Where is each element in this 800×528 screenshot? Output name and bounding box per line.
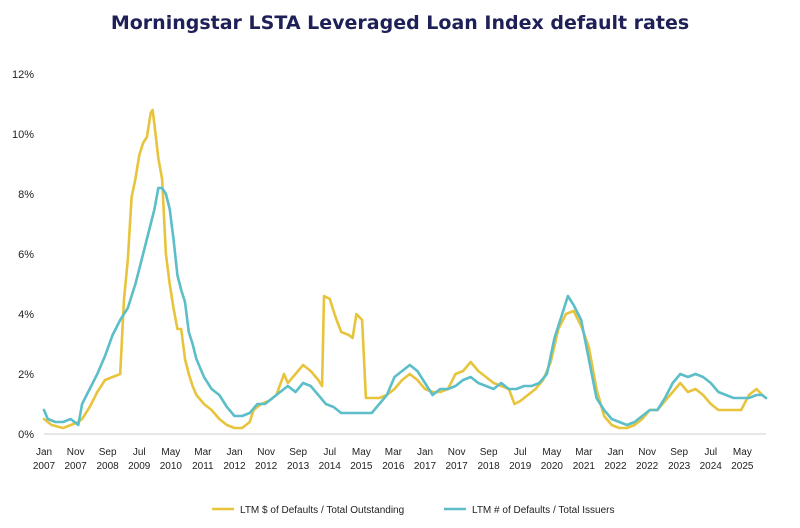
x-tick-month: Jan [417, 447, 433, 458]
x-tick-year: 2011 [192, 461, 214, 472]
y-tick-label: 12% [12, 69, 34, 81]
y-tick-label: 0% [18, 429, 34, 441]
x-tick-month: Mar [385, 447, 403, 458]
x-tick-year: 2015 [350, 461, 373, 472]
y-tick-label: 6% [18, 249, 34, 261]
x-tick-year: 2023 [668, 461, 691, 472]
x-tick-month: Jan [36, 447, 52, 458]
x-tick-month: Sep [289, 447, 307, 458]
x-tick-month: Nov [448, 447, 466, 458]
y-tick-label: 8% [18, 189, 34, 201]
x-tick-year: 2025 [731, 461, 754, 472]
y-tick-label: 2% [18, 369, 34, 381]
series-layer [42, 108, 768, 430]
x-tick-month: Jan [607, 447, 623, 458]
x-tick-month: Sep [670, 447, 688, 458]
x-tick-year: 2016 [382, 461, 405, 472]
x-tick-year: 2019 [509, 461, 532, 472]
x-tick-year: 2010 [160, 461, 183, 472]
legend: LTM $ of Defaults / Total Outstanding LTM… [212, 505, 614, 516]
x-tick-month: May [352, 447, 371, 458]
x-tick-year: 2013 [287, 461, 310, 472]
y-tick-label: 10% [12, 129, 34, 141]
x-tick-month: Nov [257, 447, 275, 458]
x-tick-month: Nov [67, 447, 85, 458]
x-tick-year: 2012 [255, 461, 278, 472]
x-tick-month: Jul [323, 447, 336, 458]
x-tick-year: 2007 [64, 461, 87, 472]
x-tick-month: May [733, 447, 752, 458]
legend-label-2: LTM # of Defaults / Total Issuers [472, 505, 614, 516]
x-tick-month: May [542, 447, 561, 458]
x-tick-month: May [161, 447, 180, 458]
x-tick-month: Jan [226, 447, 242, 458]
x-tick-month: Sep [99, 447, 117, 458]
x-tick-month: Mar [575, 447, 593, 458]
x-tick-year: 2022 [604, 461, 627, 472]
x-tick-month: Jul [133, 447, 146, 458]
x-tick-year: 2014 [319, 461, 342, 472]
x-tick-year: 2021 [573, 461, 596, 472]
x-tick-year: 2012 [223, 461, 246, 472]
legend-label-1: LTM $ of Defaults / Total Outstanding [240, 505, 404, 516]
x-tick-year: 2007 [33, 461, 56, 472]
x-tick-month: Nov [638, 447, 656, 458]
x-tick-year: 2020 [541, 461, 564, 472]
x-tick-month: Mar [194, 447, 212, 458]
series-line-2 [42, 186, 768, 427]
x-tick-year: 2008 [97, 461, 120, 472]
axis-layer: 0% 2% 4% 6% 8% 10% 12% Jan 2007 Nov 2007 Sep 2008 Jul… [12, 69, 766, 472]
x-tick-year: 2009 [128, 461, 151, 472]
x-tick-year: 2017 [446, 461, 469, 472]
x-tick-year: 2024 [700, 461, 723, 472]
x-tick-year: 2022 [636, 461, 659, 472]
chart-title: Morningstar LSTA Leveraged Loan Index de… [110, 12, 690, 34]
x-tick-month: Jul [704, 447, 717, 458]
x-tick-month: Sep [480, 447, 498, 458]
x-tick-month: Jul [514, 447, 527, 458]
x-tick-year: 2018 [478, 461, 501, 472]
y-tick-label: 4% [18, 309, 34, 321]
series-line-1 [42, 108, 768, 430]
x-tick-year: 2017 [414, 461, 437, 472]
